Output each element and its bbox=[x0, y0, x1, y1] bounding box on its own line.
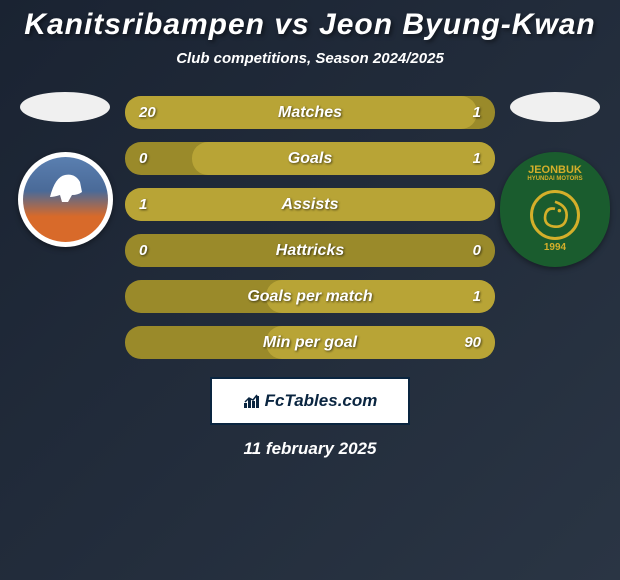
stat-label: Assists bbox=[282, 196, 339, 214]
stat-label: Hattricks bbox=[276, 242, 344, 260]
stat-value-right: 0 bbox=[473, 242, 481, 259]
badge-right-line2: HYUNDAI MOTORS bbox=[500, 176, 610, 182]
stat-bar: 0 Goals 1 bbox=[125, 142, 495, 175]
badge-right-line1: JEONBUK bbox=[500, 164, 610, 176]
stat-bar: 20 Matches 1 bbox=[125, 96, 495, 129]
date-label: 11 february 2025 bbox=[244, 439, 377, 459]
stat-value-left: 1 bbox=[139, 196, 147, 213]
badge-right-year: 1994 bbox=[500, 242, 610, 253]
player-avatar-left bbox=[20, 92, 110, 122]
team-badge-left bbox=[18, 152, 113, 247]
stat-value-left: 0 bbox=[139, 150, 147, 167]
logo-text: FcTables.com bbox=[243, 391, 378, 411]
stat-value-right: 1 bbox=[473, 104, 481, 121]
infographic-container: Kanitsribampen vs Jeon Byung-Kwan Club c… bbox=[0, 0, 620, 580]
logo-label: FcTables.com bbox=[265, 391, 378, 411]
stat-fill-right bbox=[192, 142, 495, 175]
stat-label: Matches bbox=[278, 104, 342, 122]
subtitle: Club competitions, Season 2024/2025 bbox=[176, 50, 444, 67]
page-title: Kanitsribampen vs Jeon Byung-Kwan bbox=[24, 8, 595, 42]
stat-label: Goals bbox=[288, 150, 332, 168]
dragon-swirl-icon bbox=[533, 193, 577, 237]
team-badge-right: JEONBUK HYUNDAI MOTORS 1994 bbox=[500, 152, 610, 267]
stat-bar: 0 Hattricks 0 bbox=[125, 234, 495, 267]
stat-value-right: 1 bbox=[473, 150, 481, 167]
left-column bbox=[5, 92, 125, 247]
stat-bar: 1 Assists bbox=[125, 188, 495, 221]
stat-value-right: 1 bbox=[473, 288, 481, 305]
horse-icon bbox=[40, 167, 90, 207]
chart-icon bbox=[243, 393, 261, 409]
stat-value-left: 0 bbox=[139, 242, 147, 259]
source-logo: FcTables.com bbox=[210, 377, 410, 425]
main-area: 20 Matches 1 0 Goals 1 1 Assists 0 Hattricks 0 Goal… bbox=[0, 92, 620, 359]
stats-column: 20 Matches 1 0 Goals 1 1 Assists 0 Hattricks 0 Goal… bbox=[125, 96, 495, 359]
stat-bar: Min per goal 90 bbox=[125, 326, 495, 359]
badge-left-graphic bbox=[23, 157, 108, 242]
right-column: JEONBUK HYUNDAI MOTORS 1994 bbox=[495, 92, 615, 267]
badge-right-title: JEONBUK HYUNDAI MOTORS bbox=[500, 164, 610, 182]
player-avatar-right bbox=[510, 92, 600, 122]
stat-value-left: 20 bbox=[139, 104, 156, 121]
stat-label: Min per goal bbox=[263, 334, 357, 352]
dragon-icon bbox=[530, 190, 580, 240]
stat-label: Goals per match bbox=[247, 288, 372, 306]
stat-bar: Goals per match 1 bbox=[125, 280, 495, 313]
stat-value-right: 90 bbox=[464, 334, 481, 351]
